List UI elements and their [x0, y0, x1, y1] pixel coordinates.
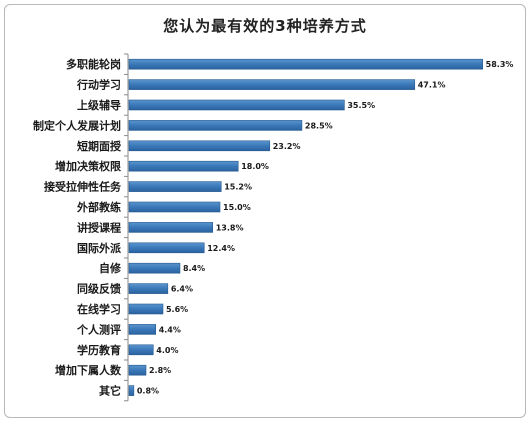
category-label: 自修 [99, 261, 122, 275]
value-label: 13.8% [216, 223, 244, 232]
value-label: 15.0% [223, 203, 251, 212]
category-label: 上级辅导 [77, 98, 121, 112]
category-label: 接受拉伸性任务 [44, 180, 122, 194]
category-label: 外部教练 [76, 200, 121, 214]
bar [128, 385, 135, 396]
value-label: 47.1% [418, 81, 446, 90]
bar [128, 201, 221, 213]
category-label: 国际外派 [77, 241, 122, 255]
value-label: 18.0% [241, 162, 269, 171]
value-label: 28.5% [305, 121, 333, 130]
value-label: 5.6% [166, 305, 188, 314]
value-label: 23.2% [273, 142, 301, 151]
bar [128, 181, 222, 192]
category-label: 增加决策权限 [55, 159, 121, 173]
bar [128, 262, 181, 274]
bar [128, 283, 169, 294]
category-label: 个人测评 [76, 322, 121, 336]
value-label: 12.4% [207, 244, 235, 253]
category-label: 增加下属人数 [55, 363, 122, 377]
bar [128, 120, 303, 131]
value-label: 35.5% [347, 101, 375, 110]
bar [128, 160, 239, 172]
chart-title: 您认为最有效的3种培养方式 [163, 17, 367, 35]
bar [128, 242, 205, 254]
value-label: 4.4% [159, 325, 181, 334]
chart-frame: 您认为最有效的3种培养方式 [4, 4, 526, 418]
value-label: 2.8% [149, 366, 171, 375]
bar [128, 58, 483, 70]
value-label: 8.4% [183, 264, 205, 273]
value-label: 6.4% [171, 285, 193, 294]
bar [128, 140, 271, 152]
category-label: 讲授课程 [77, 220, 121, 234]
bar [128, 99, 345, 111]
value-label: 15.2% [224, 183, 252, 192]
category-label: 学历教育 [77, 343, 121, 357]
category-label: 行动学习 [76, 78, 121, 92]
bar [128, 222, 214, 233]
bar [128, 79, 416, 90]
value-label: 0.8% [137, 387, 159, 396]
category-label: 短期面授 [77, 139, 122, 153]
bar [128, 344, 154, 356]
category-label: 制定个人发展计划 [33, 118, 121, 132]
value-label: 4.0% [156, 346, 178, 355]
value-label: 58.3% [486, 60, 514, 69]
category-label: 同级反馈 [77, 282, 121, 296]
category-label: 在线学习 [77, 302, 121, 316]
bar [128, 364, 147, 376]
bar [128, 324, 156, 335]
category-label: 多职能轮岗 [66, 57, 121, 71]
bar [128, 303, 164, 315]
category-label: 其它 [99, 384, 121, 398]
